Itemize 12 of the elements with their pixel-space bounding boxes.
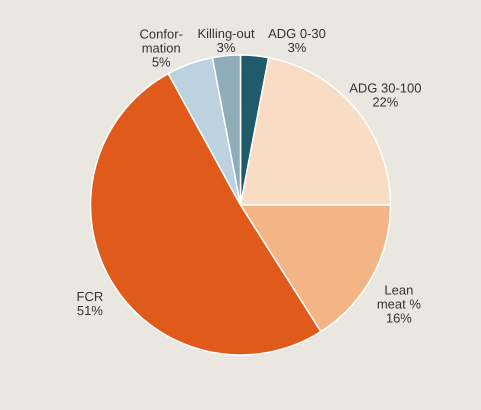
data-label: 5%	[152, 54, 172, 70]
data-label: 3%	[216, 40, 236, 55]
slice-label: FCR	[76, 289, 104, 304]
data-label: 3%	[288, 40, 307, 55]
slice-label: Killing-out	[197, 26, 255, 41]
slice-label: ADG 30-100	[349, 80, 422, 96]
data-label: 22%	[372, 94, 399, 110]
slice-label: Confor- mation	[140, 26, 183, 56]
data-label: 51%	[76, 303, 104, 318]
slice-label: ADG 0-30	[268, 26, 326, 41]
slice-label: Lean meat %	[376, 282, 422, 312]
data-label: 16%	[386, 310, 412, 326]
